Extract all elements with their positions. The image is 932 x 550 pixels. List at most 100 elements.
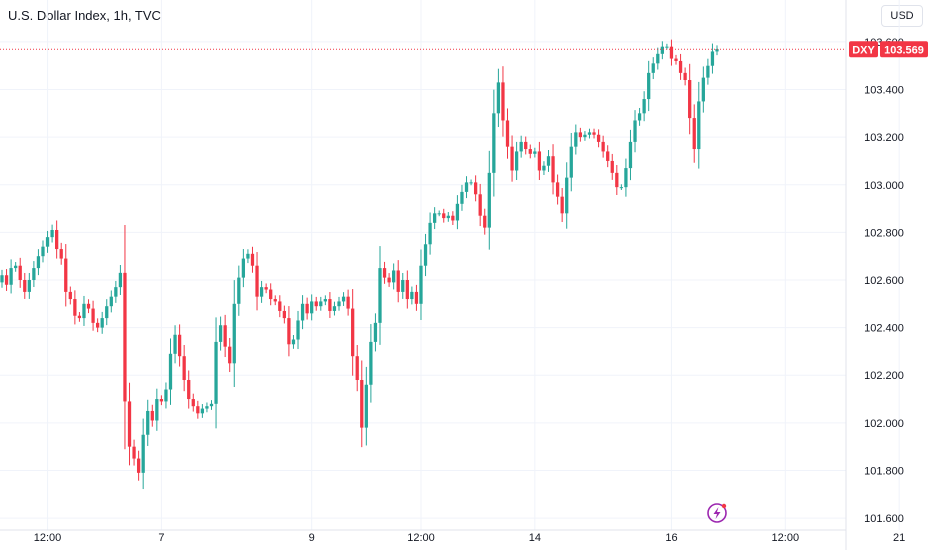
candle-body <box>592 132 596 135</box>
candle-body <box>100 318 104 328</box>
candle-body <box>168 353 173 390</box>
candle-body <box>369 341 373 385</box>
candle-body <box>82 303 86 319</box>
candle-body <box>305 303 309 314</box>
candle-body <box>569 146 573 178</box>
candle-body <box>269 289 273 300</box>
candle-body <box>473 182 478 195</box>
candle-body <box>337 301 341 307</box>
y-axis: 103.600103.400103.200103.000102.800102.6… <box>845 0 904 550</box>
y-tick-label: 101.800 <box>864 465 904 477</box>
x-tick-label: 9 <box>309 532 315 544</box>
candle-body <box>250 253 255 266</box>
candle-body <box>68 291 72 300</box>
candle-body <box>36 256 41 269</box>
candle-body <box>18 265 22 280</box>
x-tick-label: 12:00 <box>34 532 62 544</box>
y-tick-label: 103.400 <box>864 85 904 97</box>
candle-body <box>273 299 277 302</box>
candle-body <box>278 301 282 311</box>
price-label: DXY 103.569 <box>849 41 928 58</box>
candle-body <box>282 310 286 319</box>
candle-body <box>241 258 246 278</box>
candle-body <box>433 213 437 223</box>
candle-body <box>514 151 519 171</box>
candle-body <box>697 101 701 150</box>
candle-body <box>492 113 496 173</box>
candle-body <box>414 291 419 304</box>
candle-body <box>710 51 715 66</box>
y-tick-label: 102.200 <box>864 370 904 382</box>
candle-body <box>373 322 378 342</box>
candle-body <box>706 65 710 78</box>
candle-body <box>410 291 414 300</box>
last-price-tag <box>880 41 928 58</box>
candle-body <box>146 410 150 435</box>
candle-body <box>50 230 54 238</box>
candle-body <box>32 268 36 280</box>
x-tick-label: 12:00 <box>407 532 435 544</box>
candle-body <box>86 303 91 309</box>
candle-body <box>378 268 382 323</box>
candle-body <box>364 384 368 428</box>
candle-body <box>118 272 123 288</box>
currency-button[interactable]: USD <box>881 5 923 27</box>
candle-body <box>214 341 218 404</box>
candle-body <box>405 280 409 300</box>
candle-body <box>551 156 555 183</box>
candle-body <box>155 399 159 421</box>
candle-body <box>177 334 182 357</box>
candle-body <box>9 268 13 285</box>
candle-body <box>150 410 154 421</box>
candle-body <box>396 270 400 292</box>
candle-body <box>642 99 646 114</box>
candle-body <box>392 270 396 283</box>
candle-body <box>123 272 127 402</box>
candle-body <box>633 120 637 142</box>
candle-body <box>483 215 487 228</box>
x-tick-label: 14 <box>529 532 541 544</box>
candle-body <box>606 151 610 161</box>
candle-body <box>519 141 523 152</box>
candle-body <box>132 446 136 459</box>
candle-body <box>583 134 587 138</box>
candle-body <box>23 280 27 292</box>
chart-title: U.S. Dollar Index, 1h, TVC <box>8 8 161 23</box>
candle-body <box>419 265 423 304</box>
candle-body <box>382 268 387 278</box>
candle-body <box>323 299 327 302</box>
candle-body <box>501 82 505 121</box>
candle-body <box>656 53 660 64</box>
candle-body <box>209 403 214 407</box>
candle-body <box>487 172 491 228</box>
candle-body <box>428 222 432 245</box>
x-tick-label: 12:00 <box>772 532 800 544</box>
candle-body <box>560 196 564 214</box>
candle-body <box>542 165 546 171</box>
candle-body <box>200 408 205 414</box>
candle-body <box>4 275 9 285</box>
candle-body <box>246 253 250 259</box>
y-tick-label: 102.000 <box>864 418 904 430</box>
x-axis: 12:00 7 9 12:00 14 16 12:00 21 <box>0 529 905 544</box>
candle-body <box>478 194 482 216</box>
candle-body <box>341 296 346 302</box>
candle-body <box>401 280 405 292</box>
y-tick-label: 103.200 <box>864 132 904 144</box>
candle-body <box>464 182 469 192</box>
candle-body <box>660 46 664 54</box>
candle-body <box>665 46 669 48</box>
candle-body <box>191 399 195 407</box>
candle-body <box>469 182 473 184</box>
candle-body <box>537 151 542 171</box>
candle-body <box>674 58 678 61</box>
candle-body <box>624 168 628 188</box>
candle-body <box>387 277 391 283</box>
candle-body <box>678 60 683 73</box>
candle-body <box>187 380 191 400</box>
candle-body <box>91 308 95 323</box>
candles <box>0 39 719 490</box>
candle-body <box>565 177 569 214</box>
lightning-icon[interactable] <box>707 503 727 523</box>
